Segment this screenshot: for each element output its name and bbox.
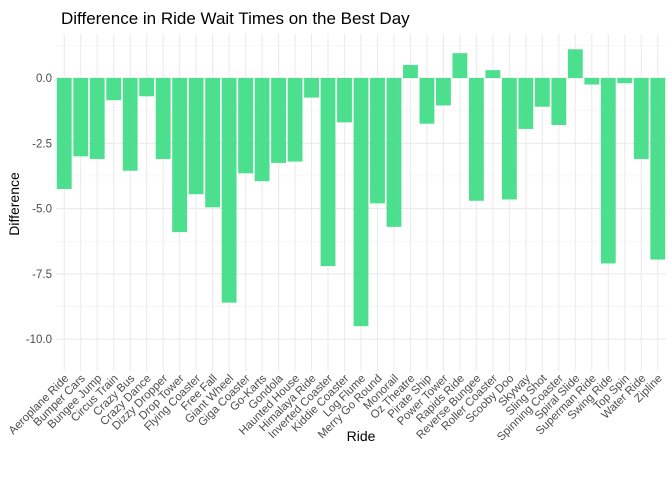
bar [122,78,138,171]
y-tick-label: -5.0 [32,204,52,216]
bar [73,78,89,157]
y-tick-labels: 0.0 -2.5 -5.0 -7.5 -10.0 [26,73,52,346]
bar [287,78,303,162]
bar [106,78,122,101]
bar [89,78,105,159]
bar [56,78,72,190]
bar [567,49,583,78]
y-tick-label: -2.5 [32,138,52,150]
bar [436,78,451,106]
bar [370,78,385,204]
bar [271,78,286,163]
bar [386,78,402,227]
bar [518,78,534,129]
y-axis-title: Difference [6,172,22,236]
bars [56,49,666,327]
y-tick-label: 0.0 [36,73,52,85]
bar [534,78,550,107]
bar [551,78,567,126]
bar [633,78,649,159]
y-tick-label: -7.5 [32,269,52,281]
bar [353,78,369,327]
bar [501,78,517,200]
bar [221,78,237,303]
chart-title: Difference in Ride Wait Times on the Bes… [61,9,410,28]
bar [584,78,600,85]
bar [238,78,254,174]
bar [155,78,171,159]
bar [205,78,221,208]
bar [485,70,501,78]
bar [304,78,319,98]
bar [468,78,484,201]
bar [600,78,616,264]
bar [452,53,468,78]
bar [403,64,418,78]
bar [320,78,336,267]
bar [172,78,188,233]
bar [419,78,435,124]
bar [617,78,633,84]
bar [650,78,666,260]
bar [139,78,155,97]
bar [254,78,270,182]
y-tick-label: -10.0 [26,334,52,346]
bar [188,78,204,195]
bar [337,78,352,123]
grid-lines [56,34,666,371]
x-axis-title: Ride [347,428,376,444]
